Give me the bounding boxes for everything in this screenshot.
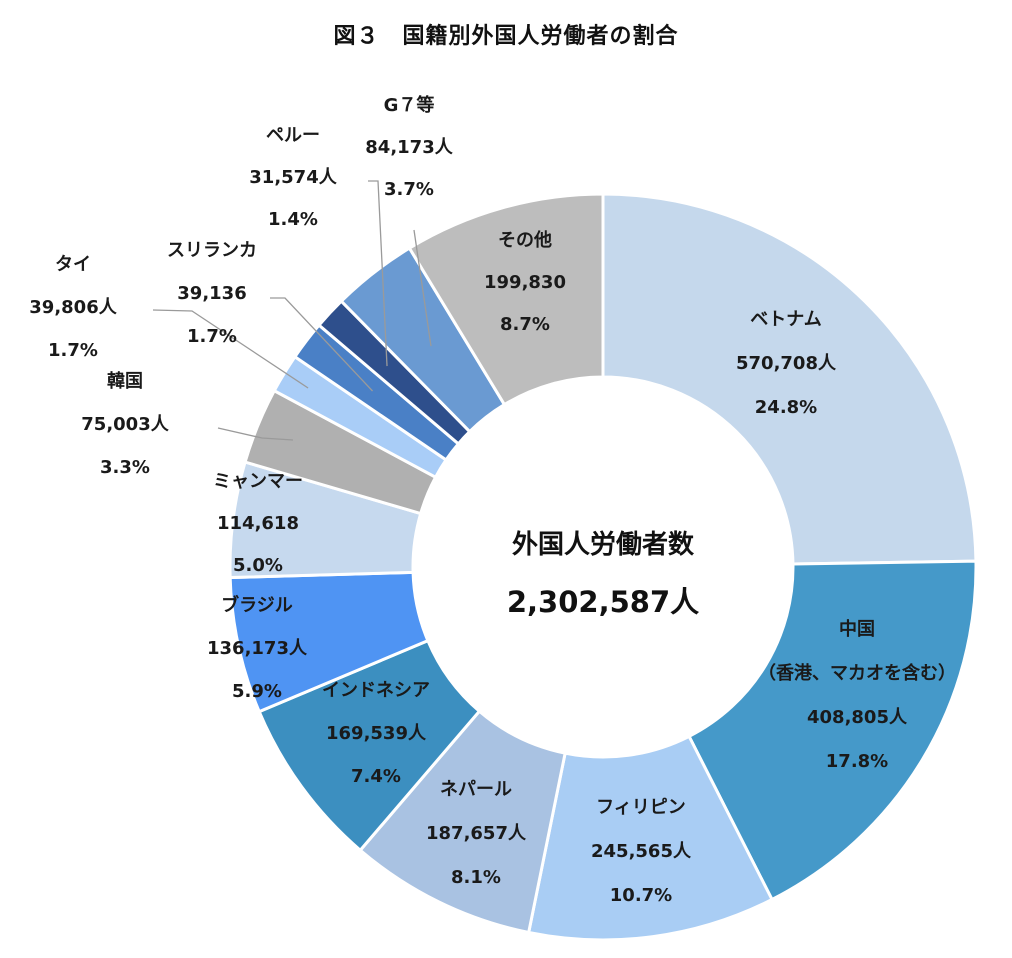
- label-indonesia-percent: 7.4%: [351, 766, 401, 787]
- label-indonesia-name: インドネシア: [322, 680, 430, 701]
- label-myanmar-percent: 5.0%: [233, 555, 283, 576]
- label-indonesia-value: 169,539人: [326, 723, 427, 744]
- leader-line-peru: [368, 180, 388, 367]
- label-vietnam-name: ベトナム: [750, 309, 821, 330]
- slice-group: [228, 192, 978, 942]
- slice-vietnam: [601, 192, 978, 566]
- leader-line-thailand: [152, 309, 309, 389]
- label-china-value: 408,805人: [807, 707, 908, 728]
- label-other-name: その他: [498, 229, 552, 251]
- label-vietnam-percent: 24.8%: [755, 397, 817, 418]
- center-label: 外国人労働者数: [512, 530, 695, 560]
- leader-line-srilanka: [270, 297, 373, 392]
- label-china-name: 中国: [839, 618, 875, 640]
- label-brazil-value: 136,173人: [207, 638, 308, 659]
- label-vietnam-value: 570,708人: [736, 353, 837, 374]
- label-china-percent: 17.8%: [826, 751, 888, 772]
- slice-china: [687, 559, 978, 902]
- label-brazil-percent: 5.9%: [232, 681, 282, 702]
- label-peru-name: ペルー: [266, 125, 320, 146]
- label-g7-name: G７等: [384, 94, 435, 116]
- label-peru-value: 31,574人: [249, 167, 337, 188]
- label-srilanka-value: 39,136: [177, 283, 246, 304]
- leader-line-group: [152, 180, 432, 441]
- label-other-percent: 8.7%: [500, 314, 550, 335]
- label-philippines-value: 245,565人: [591, 841, 692, 862]
- label-myanmar-value: 114,618: [217, 513, 299, 534]
- label-nepal-value: 187,657人: [426, 823, 527, 844]
- label-thailand-percent: 1.7%: [48, 340, 98, 361]
- label-philippines-percent: 10.7%: [610, 885, 672, 906]
- slice-other: [407, 192, 605, 407]
- label-korea-name: 韓国: [107, 370, 143, 392]
- label-china-subname: （香港、マカオを含む）: [758, 662, 956, 684]
- leader-line-korea: [217, 427, 294, 441]
- label-srilanka-percent: 1.7%: [187, 326, 237, 347]
- label-philippines-name: フィリピン: [596, 797, 686, 818]
- label-thailand-name: タイ: [55, 254, 91, 275]
- label-peru-percent: 1.4%: [268, 209, 318, 230]
- center-total: 2,302,587人: [507, 585, 699, 619]
- label-g7-value: 84,173人: [365, 137, 453, 158]
- label-nepal-percent: 8.1%: [451, 867, 501, 888]
- label-korea-value: 75,003人: [81, 414, 169, 435]
- label-brazil-name: ブラジル: [221, 594, 293, 616]
- label-korea-percent: 3.3%: [100, 457, 150, 478]
- chart-title: 図３ 国籍別外国人労働者の割合: [333, 24, 679, 49]
- leader-line-g7: [413, 229, 432, 347]
- label-myanmar-name: ミャンマー: [213, 471, 303, 492]
- label-g7-percent: 3.7%: [384, 179, 434, 200]
- label-srilanka-name: スリランカ: [167, 240, 257, 261]
- label-nepal-name: ネパール: [440, 779, 512, 800]
- label-thailand-value: 39,806人: [29, 297, 117, 318]
- label-group: ベトナム 570,708人 24.8% 中国 （香港、マカオを含む） 408,805人 17…: [29, 94, 956, 906]
- label-other-value: 199,830: [484, 272, 566, 293]
